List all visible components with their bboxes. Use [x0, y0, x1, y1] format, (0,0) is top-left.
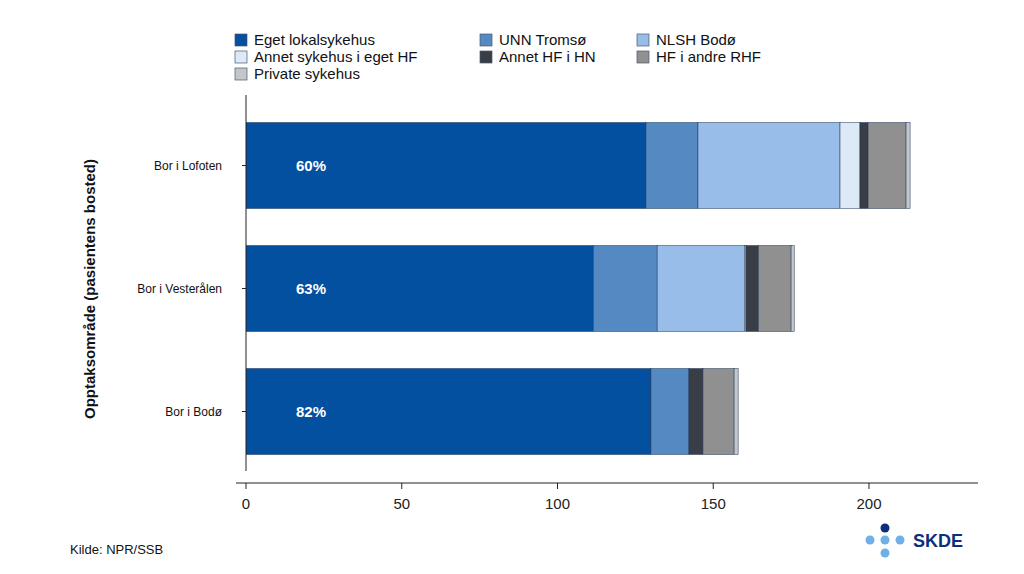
bar-segment: [246, 369, 651, 455]
legend-label: Eget lokalsykehus: [254, 31, 375, 48]
legend-swatch: [637, 51, 649, 63]
x-tick-label: 200: [856, 495, 881, 512]
logo-dot: [881, 536, 890, 545]
logo-dot: [866, 536, 875, 545]
bar-segment: [246, 246, 593, 332]
bar-segment: [758, 246, 791, 332]
legend-label: Annet sykehus i eget HF: [254, 48, 417, 65]
bar-segment: [657, 246, 744, 332]
legend-swatch: [637, 34, 649, 46]
legend-label: NLSH Bodø: [656, 31, 736, 48]
y-tick: [242, 288, 246, 289]
bar-segment: [698, 123, 840, 209]
bar-segment: [246, 123, 646, 209]
y-tick: [242, 165, 246, 166]
percent-label: 82%: [296, 403, 326, 420]
bars: [246, 123, 910, 455]
y-axis-label: Opptaksområde (pasientens bosted): [81, 159, 98, 419]
legend-label: UNN Tromsø: [499, 31, 587, 48]
chart: 60% 63% 82% 0 50 100 150 200 Bor i Lofoten Bor i …: [0, 0, 1024, 574]
source: Kilde: NPR/SSB: [70, 542, 163, 557]
x-tick: [401, 483, 402, 489]
x-tick: [557, 483, 558, 489]
bar-segment: [746, 246, 758, 332]
bar-segment: [651, 369, 689, 455]
logo-dot: [881, 524, 890, 533]
x-tick-label: 150: [701, 495, 726, 512]
x-tick: [868, 483, 869, 489]
x-tick-label: 50: [393, 495, 410, 512]
percent-label: 63%: [296, 280, 326, 297]
bar-segment: [840, 123, 860, 209]
category-label: Bor i Bodø: [165, 405, 222, 419]
bar-segment: [593, 246, 657, 332]
percent-label: 60%: [296, 157, 326, 174]
logo-dot: [896, 536, 905, 545]
bar-segment: [868, 123, 906, 209]
category-label: Bor i Lofoten: [154, 159, 222, 173]
legend-swatch: [480, 34, 492, 46]
logo-dot: [881, 549, 890, 558]
y-axis-line: [246, 95, 247, 471]
bar-segment: [791, 246, 794, 332]
legend-label: Private sykehus: [254, 65, 360, 82]
legend-label: Annet HF i HN: [499, 48, 596, 65]
legend-swatch: [480, 51, 492, 63]
legend-swatch: [235, 68, 247, 80]
bar-segment: [646, 123, 698, 209]
logo: SKDE: [866, 524, 964, 558]
legend-label: HF i andre RHF: [656, 48, 761, 65]
legend-swatch: [235, 34, 247, 46]
x-tick-label: 100: [545, 495, 570, 512]
y-tick: [242, 411, 246, 412]
category-label: Bor i Vesterålen: [137, 282, 222, 296]
bar-segment: [734, 369, 738, 455]
bar-segment: [860, 123, 868, 209]
x-tick-label: 0: [242, 495, 250, 512]
bar-segment: [906, 123, 910, 209]
bar-segment: [703, 369, 734, 455]
legend-swatch: [235, 51, 247, 63]
logo-text: SKDE: [913, 531, 963, 551]
bar-segment: [689, 369, 703, 455]
x-tick: [246, 483, 247, 489]
x-axis-line: [236, 483, 978, 484]
x-tick: [713, 483, 714, 489]
